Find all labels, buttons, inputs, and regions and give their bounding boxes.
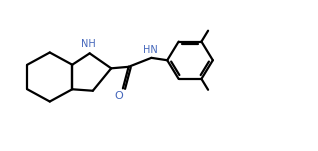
Text: NH: NH <box>81 39 96 50</box>
Text: O: O <box>115 91 123 101</box>
Text: HN: HN <box>143 45 158 55</box>
